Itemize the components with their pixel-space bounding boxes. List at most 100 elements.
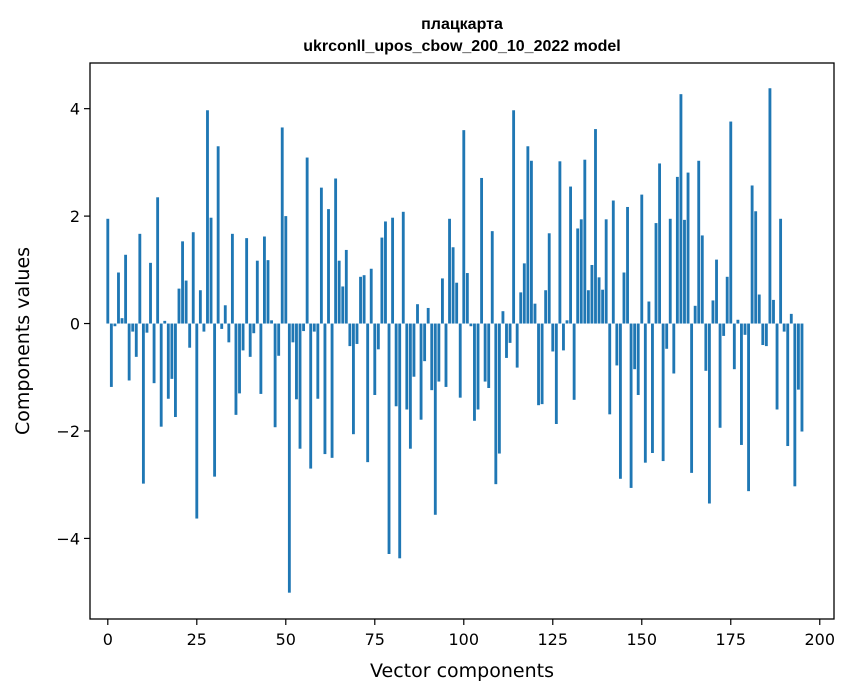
bar-63 [330, 323, 334, 458]
bar-34 [227, 323, 231, 343]
bar-191 [786, 323, 790, 447]
bar-160 [675, 176, 679, 324]
x-axis-ticks: 0 25 50 75 100 125 150 175 200 [103, 619, 835, 649]
bar-181 [750, 185, 754, 324]
bar-82 [398, 323, 402, 559]
bar-56 [305, 157, 309, 324]
bar-177 [736, 319, 740, 324]
bar-91 [430, 323, 434, 391]
bar-9 [138, 233, 142, 324]
bar-151 [643, 323, 647, 463]
bar-159 [672, 323, 676, 374]
bar-115 [515, 323, 519, 368]
bar-94 [441, 278, 444, 324]
bar-21 [181, 241, 184, 324]
bar-62 [327, 209, 330, 324]
bar-144 [618, 323, 622, 479]
bar-118 [526, 146, 530, 324]
bar-52 [291, 323, 295, 343]
bar-153 [651, 323, 654, 453]
bar-40 [248, 323, 252, 357]
bar-149 [636, 323, 640, 395]
bar-173 [722, 323, 726, 336]
bar-156 [661, 323, 665, 462]
plot-frame [89, 62, 835, 620]
bar-72 [362, 275, 366, 324]
bar-4 [120, 318, 124, 324]
bar-102 [469, 323, 473, 327]
y-tick-label: 2 [70, 207, 80, 226]
bar-125 [551, 323, 555, 352]
bar-111 [501, 311, 505, 324]
x-tick-label: 75 [365, 630, 385, 649]
bar-106 [483, 323, 487, 382]
bar-99 [458, 323, 462, 398]
bar-154 [654, 223, 658, 324]
x-tick-label: 25 [187, 630, 207, 649]
bar-92 [433, 323, 437, 515]
bar-17 [166, 323, 170, 399]
bar-172 [718, 323, 722, 428]
bar-180 [747, 323, 750, 492]
bar-142 [611, 200, 615, 324]
bar-98 [455, 282, 459, 324]
bar-39 [245, 238, 249, 324]
bar-163 [686, 172, 690, 324]
bar-38 [241, 323, 245, 351]
bar-54 [298, 323, 302, 449]
bar-13 [152, 323, 156, 384]
bar-103 [473, 323, 476, 421]
bar-73 [366, 323, 370, 463]
bar-129 [565, 320, 569, 324]
bar-135 [586, 290, 590, 324]
x-tick-label: 100 [449, 630, 480, 649]
bar-147 [629, 323, 633, 488]
bar-84 [405, 323, 409, 410]
bar-42 [255, 260, 259, 324]
bar-30 [213, 323, 217, 477]
bar-128 [562, 323, 565, 351]
bar-36 [234, 323, 238, 415]
bar-136 [590, 264, 594, 324]
bar-143 [615, 323, 619, 366]
bar-18 [170, 323, 174, 379]
bar-71 [359, 276, 362, 324]
bar-11 [145, 323, 149, 333]
bar-89 [423, 323, 427, 362]
bar-7 [131, 323, 135, 332]
bar-49 [280, 127, 284, 324]
bar-59 [316, 323, 320, 399]
bar-12 [149, 262, 152, 324]
bar-178 [740, 323, 743, 445]
bar-15 [159, 323, 163, 427]
bar-187 [772, 299, 775, 324]
bar-20 [177, 288, 181, 324]
bar-189 [779, 218, 783, 324]
bar-77 [380, 237, 384, 324]
bar-185 [764, 323, 768, 347]
bar-109 [494, 323, 498, 485]
bar-184 [761, 323, 765, 346]
chart-subtitle: ukrconll_upos_cbow_200_10_2022 model [303, 38, 620, 55]
bar-186 [768, 88, 772, 324]
bar-70 [355, 323, 359, 344]
bar-83 [401, 211, 405, 324]
bar-5 [124, 254, 128, 324]
bar-132 [576, 228, 580, 324]
bar-107 [487, 323, 491, 388]
y-axis-label: Components values [12, 247, 34, 435]
x-axis-label: Vector components [370, 660, 554, 682]
bar-150 [640, 194, 644, 324]
bar-2 [113, 323, 117, 327]
bar-80 [391, 217, 395, 324]
bar-138 [597, 277, 601, 324]
bar-27 [202, 323, 206, 332]
bar-169 [707, 323, 711, 504]
y-tick-label: 4 [70, 100, 80, 119]
bar-65 [337, 260, 341, 324]
x-tick-label: 0 [103, 630, 113, 649]
bar-139 [601, 289, 605, 324]
bar-175 [729, 121, 733, 324]
bar-85 [408, 323, 412, 449]
